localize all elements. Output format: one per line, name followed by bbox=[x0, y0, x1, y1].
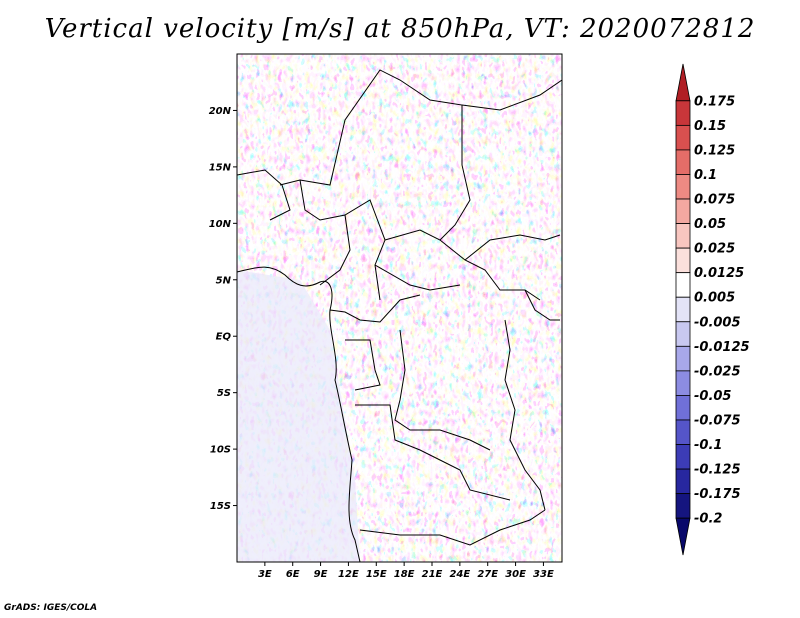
colorbar-swatch bbox=[675, 517, 691, 556]
lon-tick-label: 24E bbox=[449, 569, 470, 580]
colorbar-swatch bbox=[675, 272, 691, 298]
colorbar-swatch bbox=[675, 493, 691, 519]
lon-tick-label: 30E bbox=[505, 569, 526, 580]
lat-tick-label: 10S bbox=[210, 445, 231, 456]
lat-tick-label: 5N bbox=[216, 275, 232, 286]
colorbar-label: -0.1 bbox=[694, 438, 722, 453]
colorbar-label: -0.075 bbox=[694, 413, 741, 428]
lon-tick-label: 6E bbox=[286, 569, 300, 580]
colorbar-swatch bbox=[675, 296, 691, 323]
map-frame bbox=[236, 53, 563, 563]
country-borders bbox=[237, 69, 562, 562]
velocity-field bbox=[237, 54, 562, 562]
lat-tick-label: 15N bbox=[209, 162, 232, 173]
lon-tick-label: 9E bbox=[314, 569, 328, 580]
colorbar-label: -0.175 bbox=[694, 487, 741, 502]
colorbar-label: 0.0125 bbox=[694, 266, 744, 281]
colorbar-label: -0.025 bbox=[694, 364, 741, 379]
colorbar-swatch bbox=[675, 395, 691, 421]
lon-tick-label: 18E bbox=[394, 569, 415, 580]
lat-tick-label: 15S bbox=[210, 501, 231, 512]
colorbar-label: 0.005 bbox=[694, 291, 735, 306]
colorbar-label: 0.075 bbox=[694, 193, 735, 208]
colorbar-label: 0.15 bbox=[694, 119, 726, 134]
colorbar-label: 0.175 bbox=[694, 94, 735, 109]
lon-tick-label: 33E bbox=[533, 569, 554, 580]
longitude-axis: 3E 6E 9E 12E 15E 18E 21E 24E 27E 30E 33E bbox=[258, 562, 554, 580]
colorbar-swatch bbox=[675, 345, 691, 372]
colorbar-swatch bbox=[675, 419, 691, 445]
colorbar-label: -0.125 bbox=[694, 463, 741, 478]
colorbar-swatch bbox=[675, 174, 691, 200]
colorbar-legend: 0.175 0.15 0.125 0.1 0.075 0.05 0.025 0.0125 0.0… bbox=[675, 63, 750, 556]
colorbar-label: -0.05 bbox=[694, 389, 731, 404]
colorbar-label: -0.2 bbox=[694, 512, 722, 527]
colorbar-swatch bbox=[675, 124, 691, 151]
colorbar-swatch bbox=[675, 321, 691, 347]
colorbar-swatch bbox=[675, 444, 691, 470]
lat-tick-label: 10N bbox=[209, 219, 232, 230]
colorbar-swatch bbox=[675, 149, 691, 175]
colorbar-label: 0.025 bbox=[694, 242, 735, 257]
lon-tick-label: 15E bbox=[366, 569, 387, 580]
colorbar-label: 0.125 bbox=[694, 143, 735, 158]
colorbar-swatch bbox=[675, 198, 691, 224]
lon-tick-label: 21E bbox=[422, 569, 443, 580]
colorbar-label: -0.0125 bbox=[694, 340, 750, 355]
colorbar-label: 0.05 bbox=[694, 217, 726, 232]
lon-tick-label: 27E bbox=[477, 569, 498, 580]
lon-tick-label: 12E bbox=[338, 569, 359, 580]
colorbar-label: -0.005 bbox=[694, 315, 741, 330]
lat-tick-label: EQ bbox=[216, 332, 232, 343]
colorbar-swatch bbox=[675, 468, 691, 495]
latitude-axis: 20N 15N 10N 5N EQ 5S 10S 15S bbox=[209, 106, 237, 512]
colorbar-swatch bbox=[675, 100, 691, 126]
lon-tick-label: 3E bbox=[258, 569, 272, 580]
colorbar-swatch bbox=[675, 370, 691, 396]
colorbar-swatch bbox=[675, 247, 691, 274]
colorbar-label: 0.1 bbox=[694, 168, 717, 183]
lat-tick-label: 20N bbox=[209, 106, 232, 117]
colorbar-swatch bbox=[675, 223, 691, 249]
map-title: Vertical velocity [m/s] at 850hPa, VT: 2… bbox=[44, 14, 756, 44]
lat-tick-label: 5S bbox=[217, 388, 231, 399]
software-credit: GrADS: IGES/COLA bbox=[4, 603, 98, 613]
colorbar-swatch bbox=[675, 63, 691, 102]
